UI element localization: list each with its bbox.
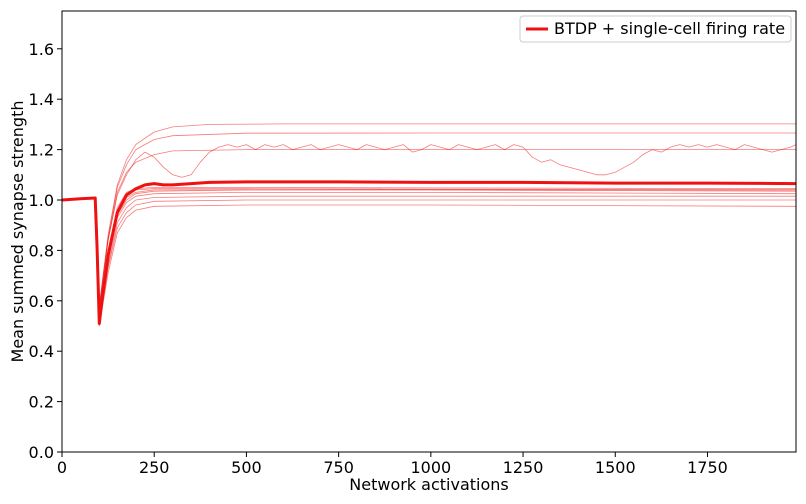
x-tick-label: 250 (139, 458, 170, 477)
x-tick-label: 1500 (595, 458, 636, 477)
x-axis: 0 250 500 750 1000 1250 1500 1750 (57, 452, 728, 477)
y-axis: 0.0 0.2 0.4 0.6 0.8 1.0 1.2 1.4 1.6 (29, 40, 62, 462)
x-tick-label: 1000 (410, 458, 451, 477)
y-tick-label: 1.4 (29, 90, 54, 109)
legend: BTDP + single-cell firing rate (519, 15, 792, 43)
x-tick-label: 1750 (687, 458, 728, 477)
y-tick-label: 0.6 (29, 292, 54, 311)
x-axis-label: Network activations (349, 475, 508, 494)
y-axis-label: Mean summed synapse strength (8, 101, 27, 363)
plot-frame (61, 10, 797, 453)
x-tick-label: 500 (231, 458, 262, 477)
y-tick-label: 1.6 (29, 40, 54, 59)
y-tick-label: 0.0 (29, 443, 54, 462)
x-tick-label: 750 (323, 458, 354, 477)
y-tick-label: 0.4 (29, 342, 54, 361)
x-tick-label: 1250 (503, 458, 544, 477)
y-tick-label: 1.2 (29, 141, 54, 160)
x-tick-label: 0 (57, 458, 67, 477)
trial-line-4 (61, 144, 797, 309)
mean-line-group (61, 180, 797, 325)
y-tick-label: 0.2 (29, 393, 54, 412)
mean-line (61, 180, 797, 325)
y-tick-label: 0.8 (29, 241, 54, 260)
legend-label: BTDP + single-cell firing rate (554, 19, 785, 38)
plot-background (62, 11, 796, 452)
y-tick-label: 1.0 (29, 191, 54, 210)
legend-box (519, 15, 792, 43)
